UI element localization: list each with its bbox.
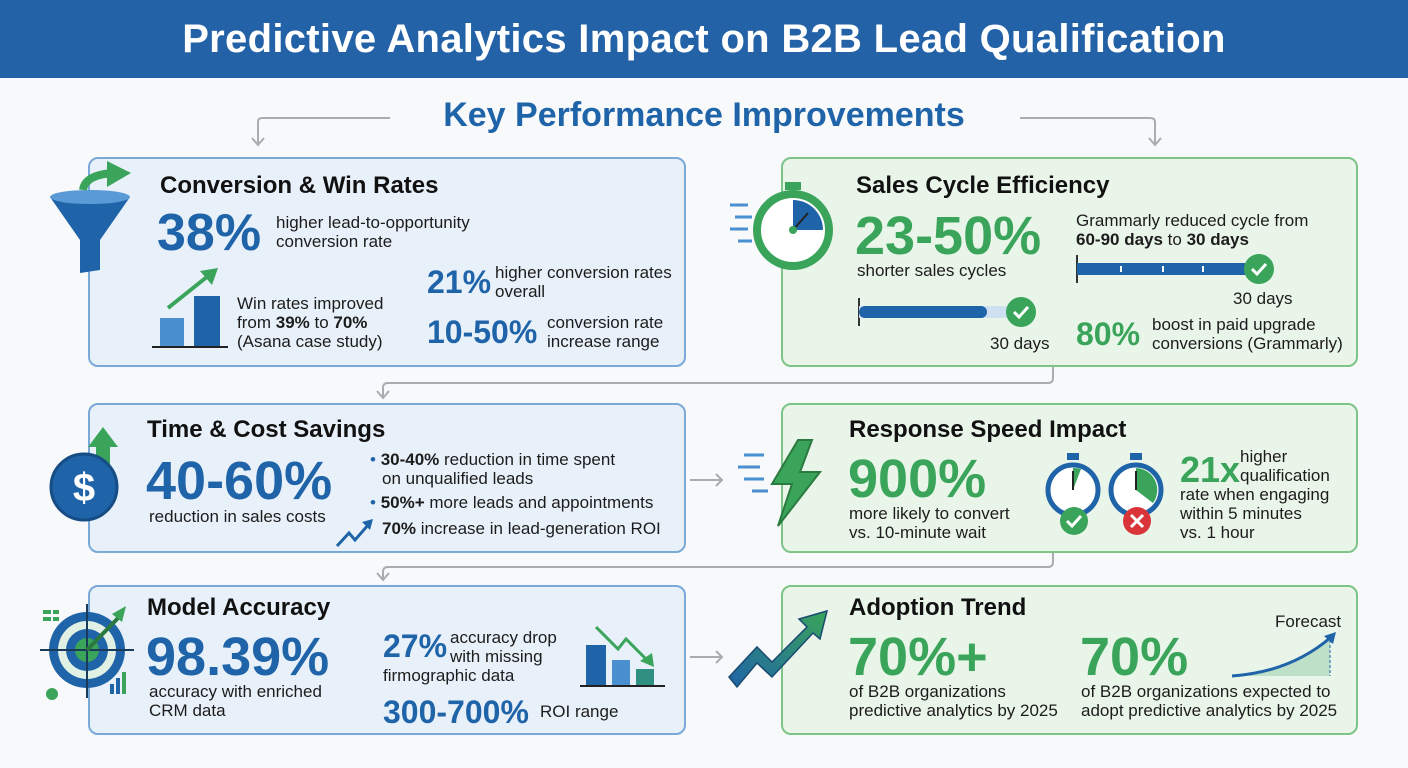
stat2-desc-2: firmographic data [383, 666, 515, 685]
stat2-value: 21x [1180, 449, 1241, 490]
forecast-label: Forecast [1275, 612, 1342, 631]
stat1-value: 70%+ [848, 627, 988, 687]
progress-bar-grammarly [1076, 254, 1274, 284]
stat2-value: 21% [427, 264, 492, 300]
stat3-value: 300-700% [383, 694, 529, 730]
bullet-item: • 50%+ more leads and appointments [370, 493, 654, 512]
main-value: 23-50% [855, 206, 1042, 266]
card-title: Conversion & Win Rates [160, 172, 439, 199]
main-desc: accuracy with enriched CRM data [149, 682, 322, 720]
bar-label: 30 days [990, 334, 1050, 353]
stat2-desc: boost in paid upgrade conversions (Gramma… [1152, 315, 1343, 353]
main-value: 40-60% [146, 451, 333, 511]
dollar-icon: $ [49, 427, 119, 522]
stat2-value: 27% [383, 628, 448, 664]
stat2-desc: higher conversion rates overall [495, 263, 672, 301]
stat3-desc: conversion rate increase range [547, 313, 664, 351]
stat2-desc: of B2B organizations expected to adopt pr… [1081, 682, 1338, 720]
card-conversion-win-rates [88, 157, 686, 367]
stopwatch-x-icon [1108, 453, 1164, 535]
forecast-curve-icon [1231, 632, 1336, 678]
stat2-desc-top: higher qualification [1240, 447, 1330, 485]
bar-chart-up-icon [152, 268, 228, 348]
funnel-icon [50, 161, 131, 273]
stopwatch-check-icon [1045, 453, 1101, 535]
trend-up-icon [335, 519, 373, 548]
stopwatch-icon [730, 182, 833, 270]
card-adoption-trend [781, 585, 1358, 735]
header-banner: Predictive Analytics Impact on B2B Lead … [0, 0, 1408, 78]
grammarly-text: Grammarly reduced cycle from 60-90 days t… [1076, 211, 1309, 249]
progress-bar-30-days [858, 297, 1036, 327]
stat3-value: 10-50% [427, 314, 538, 350]
win-rates-text: Win rates improved from 39% to 70% (Asana … [237, 294, 384, 351]
bar2-label: 30 days [1233, 289, 1293, 308]
target-icon [40, 604, 134, 700]
stat1-desc: of B2B organizations predictive analytics… [849, 682, 1058, 720]
card-title: Time & Cost Savings [147, 416, 386, 443]
stat2-desc: rate when engaging within 5 minutes vs. 1 … [1180, 485, 1330, 542]
section-subtitle: Key Performance Improvements [443, 96, 965, 134]
main-desc: shorter sales cycles [857, 261, 1007, 280]
stat2-desc: accuracy drop with missing [450, 628, 557, 666]
card-title: Sales Cycle Efficiency [856, 172, 1110, 199]
stat2-value: 70% [1080, 627, 1189, 687]
stat3-desc: ROI range [540, 702, 619, 721]
card-title: Model Accuracy [147, 594, 331, 621]
main-value: 900% [848, 449, 987, 509]
trend-arrow-icon [728, 609, 829, 689]
main-desc: higher lead-to-opportunity conversion rat… [276, 213, 470, 251]
bullet-item: • 30-40% reduction in time spent on unqua… [370, 450, 616, 488]
bar-chart-down-icon [580, 625, 665, 687]
card-time-cost-savings [88, 403, 686, 553]
main-desc: more likely to convert vs. 10-minute wait [849, 504, 1010, 542]
card-title: Response Speed Impact [849, 416, 1127, 443]
stat2-value: 80% [1076, 316, 1141, 352]
main-value: 98.39% [146, 627, 330, 687]
card-title: Adoption Trend [849, 594, 1027, 621]
main-desc: reduction in sales costs [149, 507, 326, 526]
main-value: 38% [157, 204, 262, 262]
lightning-icon [738, 439, 823, 527]
svg-text:$: $ [73, 466, 95, 510]
bullet-item: 70% increase in lead-generation ROI [382, 519, 661, 538]
page-title: Predictive Analytics Impact on B2B Lead … [182, 16, 1226, 61]
